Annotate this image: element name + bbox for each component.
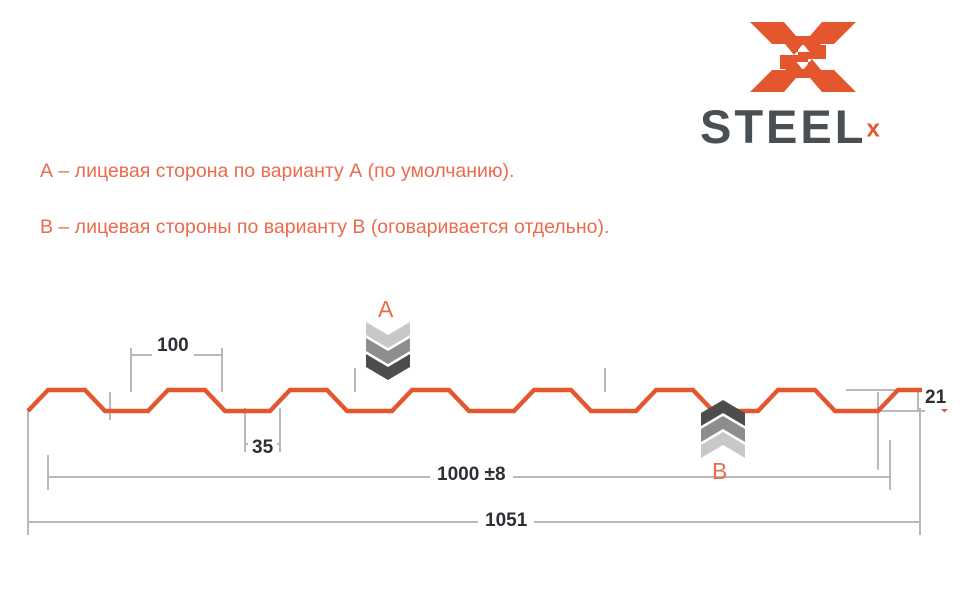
marker-b-label: В bbox=[712, 458, 728, 484]
steelx-x-logo-icon bbox=[748, 18, 858, 96]
brand-wordmark: STEELx bbox=[700, 103, 932, 150]
dimension-lines-group bbox=[27, 348, 925, 535]
wordmark-superscript-x: x bbox=[866, 115, 880, 143]
brand-logo: STEELx bbox=[700, 18, 940, 150]
legend-line-variant-a: А – лицевая сторона по варианту А (по ум… bbox=[40, 160, 515, 182]
dimension-label-rib-pitch: 100 bbox=[152, 335, 194, 357]
marker-b-chevrons-icon bbox=[697, 400, 749, 458]
dimension-label-valley-width: 35 bbox=[248, 437, 278, 459]
sheet-profile-polyline bbox=[26, 387, 948, 414]
dimension-label-profile-height: 21 bbox=[922, 387, 950, 409]
legend-line-variant-b: В – лицевая стороны по варианту В (огова… bbox=[40, 216, 610, 238]
dimension-label-total-width: 1051 bbox=[478, 510, 535, 532]
wordmark-steel: STEEL bbox=[700, 100, 867, 153]
marker-a-chevrons-icon bbox=[362, 322, 414, 380]
marker-a-label: А bbox=[378, 296, 394, 322]
dimension-label-working-width: 1000 ±8 bbox=[430, 464, 513, 486]
